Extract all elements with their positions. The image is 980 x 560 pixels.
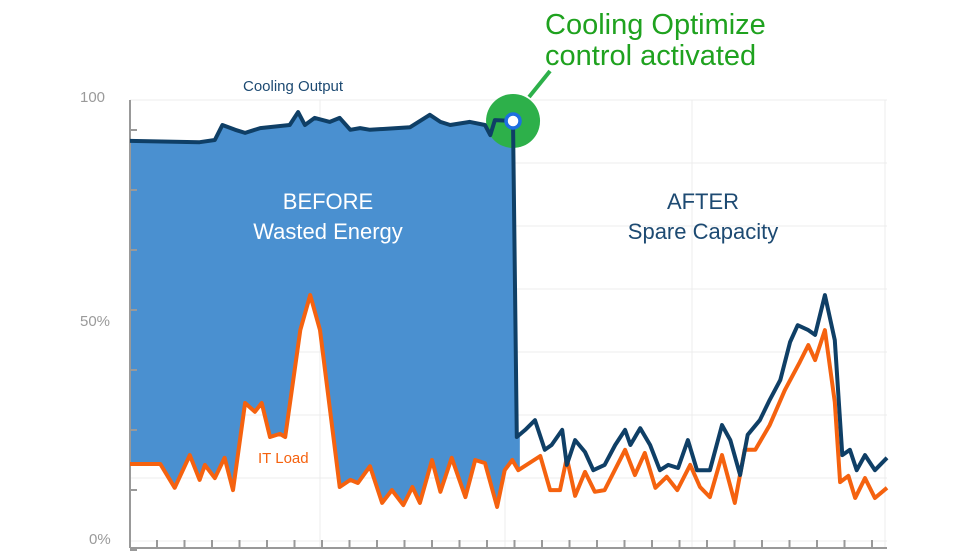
wasted-energy-area <box>130 112 520 507</box>
annotation-activation: Cooling Optimize control activated <box>545 10 766 72</box>
series-line-it-load <box>130 293 889 509</box>
y-tick-label-100: 100 <box>80 89 106 106</box>
y-tick-label-0: 0% <box>89 531 111 548</box>
y-tick-label-50: 50% <box>80 313 111 330</box>
annotation-pointer-line <box>527 69 552 99</box>
after-subtitle: Spare Capacity <box>627 219 779 244</box>
before-subtitle: Wasted Energy <box>253 219 403 244</box>
series-line-cooling-output <box>129 110 889 477</box>
after-title: AFTER <box>666 189 740 214</box>
activation-point-marker <box>504 112 522 130</box>
before-title: BEFORE <box>282 189 374 214</box>
series-label-it-load: IT Load <box>258 450 309 467</box>
axes <box>129 100 887 551</box>
annotation-line-2: control activated <box>545 40 757 72</box>
annotation-line-1: Cooling Optimize <box>545 9 766 41</box>
after-label: AFTER Spare Capacity <box>603 187 803 247</box>
before-label: BEFORE Wasted Energy <box>228 187 428 247</box>
series-label-cooling-output: Cooling Output <box>243 78 344 95</box>
